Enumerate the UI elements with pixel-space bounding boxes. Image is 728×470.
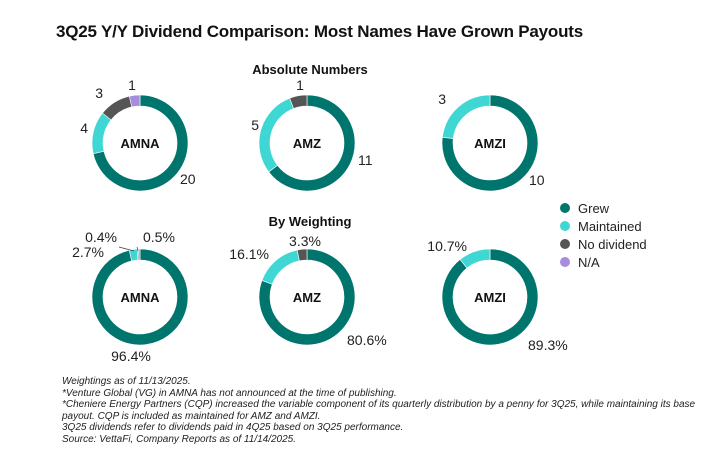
donut-center-label-amna: AMNA	[121, 136, 161, 151]
slice-absolute-numbers-amna-no-dividend	[102, 95, 133, 121]
leader-line	[118, 246, 135, 252]
data-label-amna-no-dividend: 3	[95, 85, 103, 101]
legend-label-maintained: Maintained	[578, 218, 642, 234]
donut-center-label-amzi: AMZI	[474, 136, 506, 151]
slice-absolute-numbers-amzi-grew	[441, 94, 539, 192]
slice-by-weighting-amzi-grew	[441, 248, 539, 346]
leader-line	[136, 246, 139, 252]
chart-title: 3Q25 Y/Y Dividend Comparison: Most Names…	[56, 22, 584, 41]
slice-absolute-numbers-amna-maintained	[91, 112, 112, 155]
data-label-amna-n-a: 1	[128, 77, 136, 93]
data-label-amz-no-dividend: 1	[296, 77, 304, 93]
data-label-amna-grew: 96.4%	[111, 348, 151, 364]
slice-absolute-numbers-amzi-maintained	[442, 94, 491, 139]
slice-absolute-numbers-amz-no-dividend	[289, 94, 308, 109]
data-label-amz-grew: 80.6%	[347, 332, 387, 348]
data-label-amzi-grew: 89.3%	[528, 337, 568, 353]
legend-swatch-grew	[560, 203, 570, 213]
donut-center-label-amz: AMZ	[293, 290, 321, 305]
data-label-amzi-maintained: 3	[438, 91, 446, 107]
slice-absolute-numbers-amz-maintained	[258, 97, 295, 173]
slice-by-weighting-amz-no-dividend	[296, 248, 308, 262]
slice-by-weighting-amna-n-a	[138, 248, 141, 261]
data-label-amz-no-dividend: 3.3%	[289, 233, 321, 249]
legend-swatch-maintained	[560, 221, 570, 231]
slice-absolute-numbers-amna-n-a	[128, 94, 141, 108]
data-label-amz-grew: 11	[358, 152, 373, 168]
legend-item-maintained: Maintained	[560, 217, 647, 235]
donut-center-label-amna: AMNA	[121, 290, 161, 305]
data-label-amz-maintained: 5	[251, 117, 259, 133]
legend-label-grew: Grew	[578, 200, 610, 216]
footnote: 3Q25 dividends refer to dividends paid i…	[62, 422, 404, 433]
legend-label-na: N/A	[578, 254, 600, 270]
legend-item-no-dividend: No dividend	[560, 235, 647, 253]
data-label-amna-grew: 20	[180, 171, 196, 187]
slice-by-weighting-amna-grew	[91, 248, 189, 346]
section-title-absolute: Absolute Numbers	[252, 62, 368, 77]
legend-swatch-na	[560, 257, 570, 267]
legend-item-na: N/A	[560, 253, 647, 271]
legend-swatch-no-dividend	[560, 239, 570, 249]
donut-center-label-amz: AMZ	[293, 136, 321, 151]
slice-by-weighting-amz-grew	[258, 248, 356, 346]
data-label-amzi-grew: 10	[529, 172, 545, 188]
data-label-amna-maintained: 4	[80, 120, 88, 136]
data-label-amzi-maintained: 10.7%	[427, 238, 467, 254]
data-label-amna-n-a: 0.5%	[143, 229, 175, 245]
section-title-weighting: By Weighting	[268, 214, 352, 229]
slice-absolute-numbers-amna-grew	[92, 94, 189, 192]
legend: Grew Maintained No dividend N/A	[560, 199, 647, 271]
donut-center-label-amzi: AMZI	[474, 290, 506, 305]
footnote: *Cheniere Energy Partners (CQP) increase…	[62, 399, 696, 422]
data-label-amz-maintained: 16.1%	[229, 246, 269, 262]
data-label-amna-no-dividend: 0.4%	[85, 229, 117, 245]
data-label-amna-maintained: 2.7%	[72, 244, 104, 260]
legend-label-no-dividend: No dividend	[578, 236, 647, 252]
slice-by-weighting-amzi-maintained	[459, 248, 491, 269]
footnote: *Venture Global (VG) in AMNA has not ann…	[62, 387, 397, 399]
footnote: Weightings as of 11/13/2025.	[62, 376, 191, 387]
footnotes: Weightings as of 11/13/2025. *Venture Gl…	[62, 376, 702, 445]
footnote: Source: VettaFi, Company Reports as of 1…	[62, 433, 297, 445]
legend-item-grew: Grew	[560, 199, 647, 217]
